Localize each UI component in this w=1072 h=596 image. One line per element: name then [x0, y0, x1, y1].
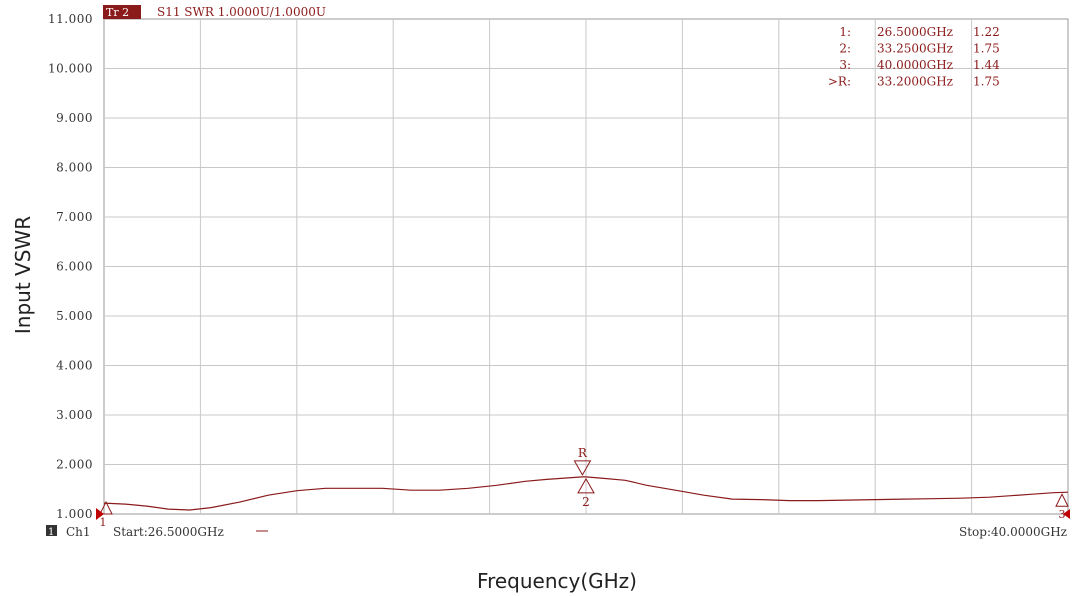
marker-table-frequency: 33.2500GHz [877, 42, 953, 56]
marker-table-value: 1.22 [973, 25, 1000, 39]
trace-label: S11 SWR 1.0000U/1.0000U [157, 5, 326, 19]
marker-table-frequency: 33.2000GHz [877, 75, 953, 89]
marker-r-label: R [578, 446, 588, 460]
y-tick-label: 5.000 [56, 309, 93, 323]
y-tick-label: 10.000 [48, 62, 93, 76]
grid [104, 19, 1068, 514]
trace-badge [103, 5, 141, 19]
marker-table: 1: 26.5000GHz 1.22 2: 33.2500GHz 1.75 3: 40.000… [828, 25, 1000, 89]
reference-arrow-right [1063, 509, 1070, 519]
marker-r-triangle [573, 460, 592, 476]
y-axis-title: Input VSWR [11, 216, 35, 334]
y-tick-labels: 1.000 2.000 3.000 4.000 5.000 6.000 7.000 8.000… [48, 12, 93, 521]
marker-2-label: 2 [582, 495, 590, 509]
y-tick-label: 11.000 [48, 12, 93, 26]
y-tick-label: 6.000 [56, 260, 93, 274]
x-axis-title: Frequency(GHz) [477, 569, 637, 593]
marker-table-value: 1.75 [973, 75, 1000, 89]
marker-table-label: >R: [828, 75, 851, 89]
markers: 1 2 3 R [99, 446, 1069, 529]
reference-arrow-left [96, 508, 104, 520]
marker-table-label: 3: [839, 58, 851, 72]
y-tick-label: 7.000 [56, 210, 93, 224]
marker-table-label: 2: [839, 42, 851, 56]
marker-3-triangle [1055, 493, 1069, 507]
s11-trace [103, 476, 1069, 511]
marker-table-frequency: 26.5000GHz [877, 25, 953, 39]
trace-badge-label: Tr 2 [106, 6, 129, 19]
marker-1-label: 1 [100, 516, 107, 529]
y-tick-label: 2.000 [56, 458, 93, 472]
start-frequency: Start:26.5000GHz [113, 525, 224, 539]
y-tick-label: 3.000 [56, 408, 93, 422]
marker-1-triangle [99, 500, 113, 515]
marker-table-frequency: 40.0000GHz [877, 58, 953, 72]
stop-frequency: Stop:40.0000GHz [959, 525, 1067, 539]
y-tick-label: 4.000 [56, 359, 93, 373]
y-tick-label: 8.000 [56, 161, 93, 175]
channel-label: Ch1 [66, 525, 91, 539]
marker-2-triangle [577, 477, 595, 494]
channel-badge-label: 1 [48, 527, 54, 538]
y-tick-label: 9.000 [56, 111, 93, 125]
marker-table-value: 1.75 [973, 42, 1000, 56]
y-tick-label: 1.000 [56, 507, 93, 521]
channel-badge [46, 525, 57, 536]
marker-3-label: 3 [1059, 508, 1066, 521]
marker-table-value: 1.44 [973, 58, 1000, 72]
marker-table-label: 1: [839, 25, 851, 39]
